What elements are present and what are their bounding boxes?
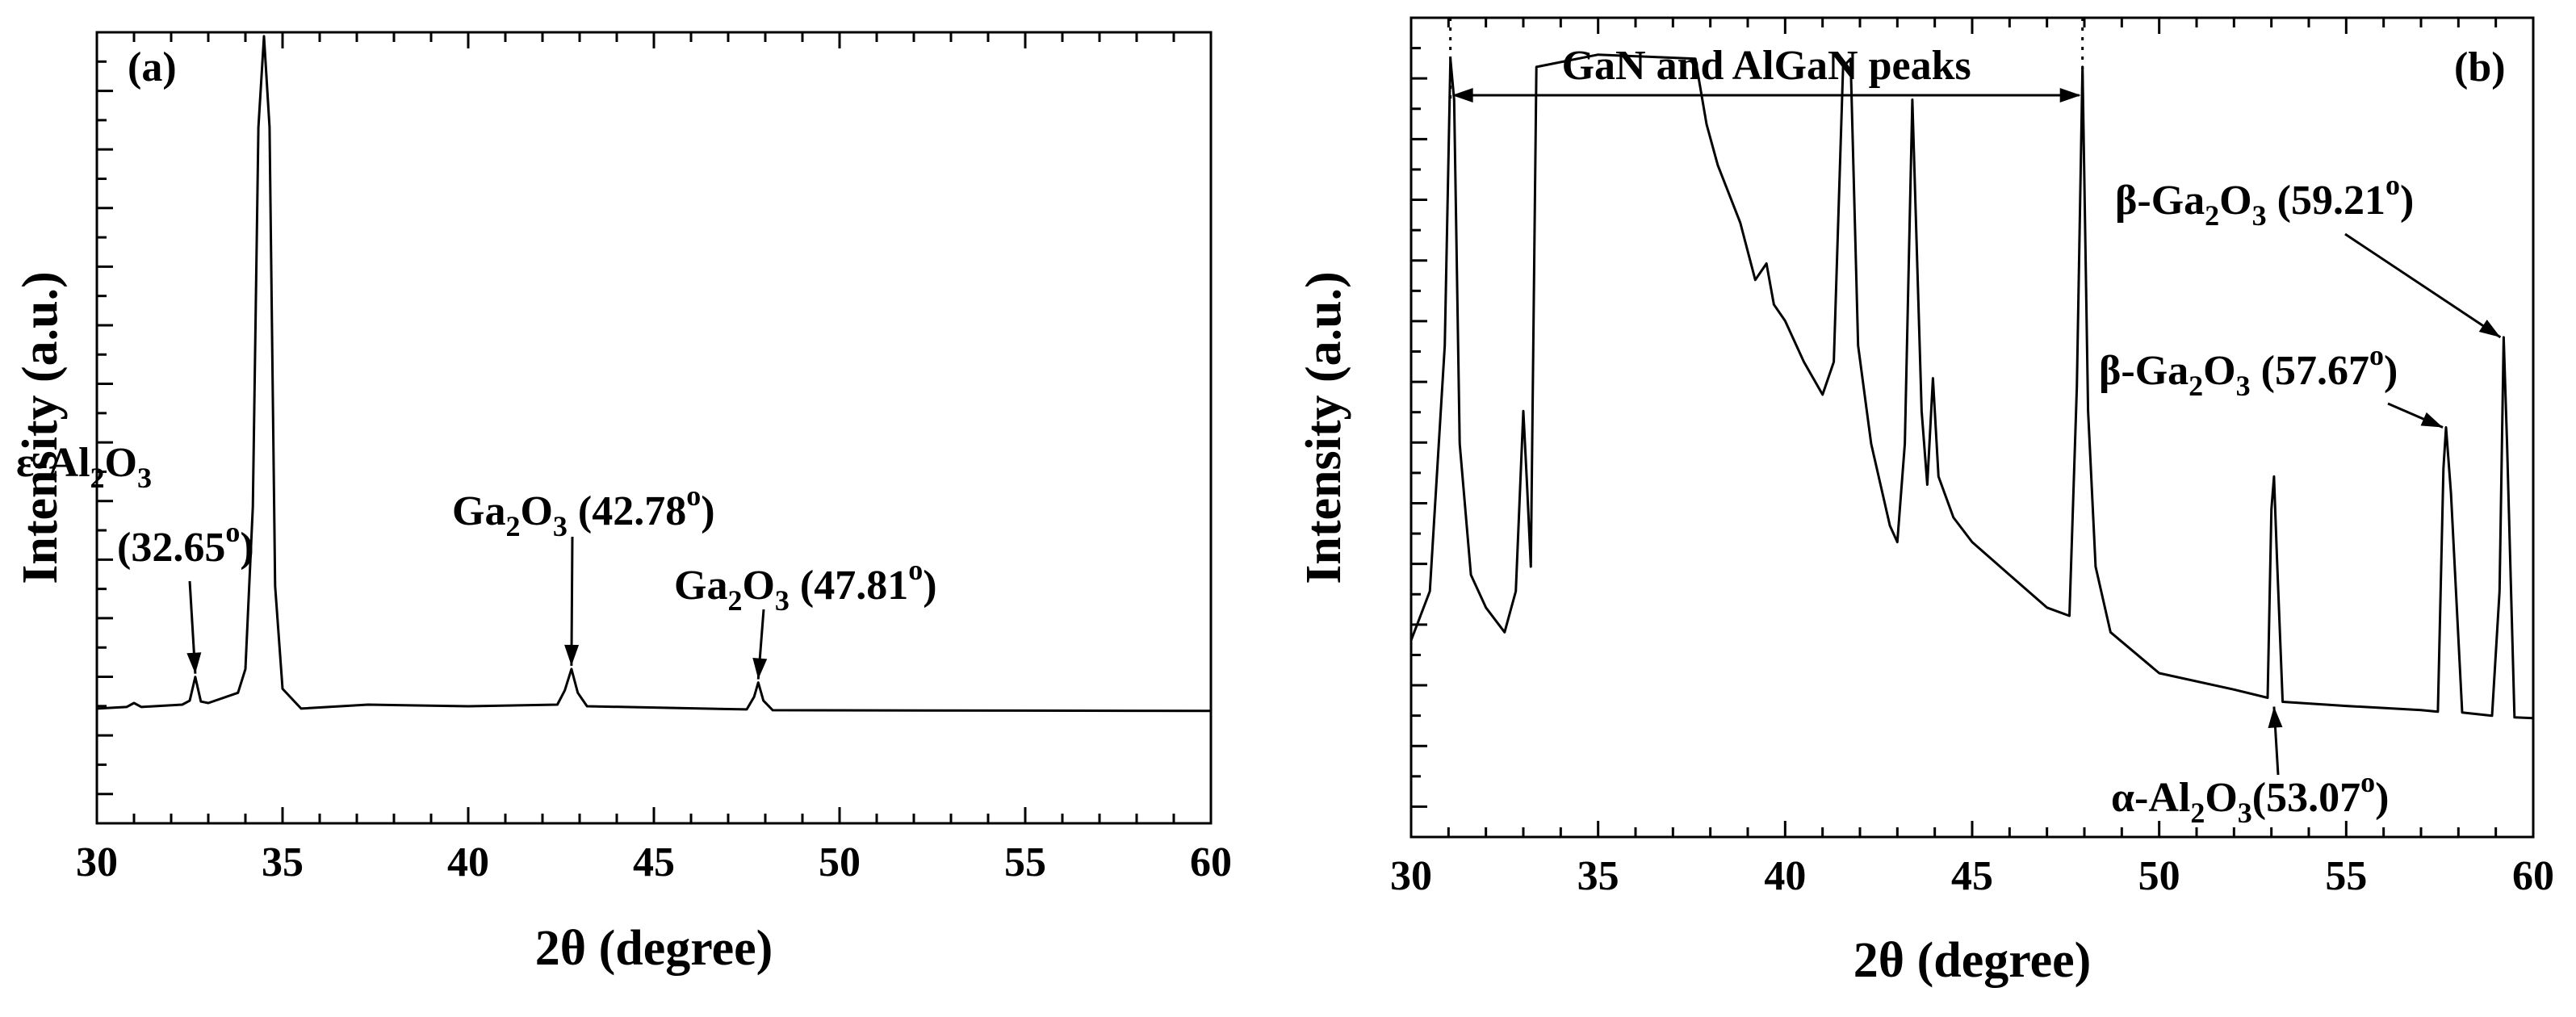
panel-a-xticks	[95, 32, 1213, 823]
panel-a-annotation-eps-al2o3: ε-Al2O3 (32.65o)	[16, 440, 254, 674]
x-tick-label: 30	[76, 839, 118, 885]
panel-b-gan-algan-bracket: GaN and AlGaN peaks	[1449, 18, 2084, 103]
x-tick-label: 45	[633, 839, 675, 885]
x-tick-label: 45	[1951, 853, 1993, 899]
panel-b-annotation-alpha-al2o3-5307: α-Al2O3(53.07o)	[2111, 706, 2389, 829]
panel-a-label: (a)	[128, 44, 177, 90]
annotation-text: Ga2O3 (47.81o)	[674, 554, 937, 617]
panel-a: 30 35 40 45 50 55 60 (a) 2θ (degree) Intensity…	[13, 31, 1232, 976]
annotation-text: Ga2O3 (42.78o)	[452, 479, 715, 542]
annotation-arrowhead	[186, 652, 202, 674]
panel-a-plot-frame	[95, 31, 1213, 825]
panel-b-label: (b)	[2454, 44, 2506, 90]
annotation-arrowhead	[2268, 706, 2283, 729]
x-tick-label: 40	[447, 839, 489, 885]
panel-b-plot-frame	[1409, 16, 2535, 839]
panel-a-annotation-ga2o3-4278: Ga2O3 (42.78o)	[452, 479, 715, 666]
x-tick-label: 40	[1764, 853, 1806, 899]
panel-a-xrd-curve	[96, 35, 1212, 713]
panel-b-annotation-beta-ga2o3-5921: β-Ga2O3 (59.21o)	[2115, 169, 2502, 339]
x-tick-label: 60	[2512, 853, 2554, 899]
panel-b: 30 35 40 45 50 55 60 (b) 2θ (degree) Intensity…	[1296, 16, 2554, 988]
annotation-arrowhead	[2420, 412, 2444, 428]
annotation-arrowhead	[752, 657, 768, 680]
panel-a-yticks	[97, 60, 113, 796]
x-tick-label: 35	[262, 839, 304, 885]
x-tick-label: 55	[1004, 839, 1046, 885]
panel-b-yticks	[1411, 47, 1427, 808]
bracket-arrowhead-left	[1451, 88, 1473, 103]
panel-a-y-axis-label: Intensity (a.u.)	[13, 271, 68, 584]
annotation-text-line1: ε-Al2O3	[16, 440, 152, 494]
panel-b-x-axis-label: 2θ (degree)	[1853, 933, 2092, 988]
annotation-arrowhead	[2478, 319, 2501, 337]
panel-b-annotation-beta-ga2o3-5767: β-Ga2O3 (57.67o)	[2099, 339, 2444, 429]
panel-b-xticks	[1409, 18, 2535, 837]
panel-b-y-axis-label: Intensity (a.u.)	[1296, 271, 1351, 584]
panel-b-x-tick-labels: 30 35 40 45 50 55 60	[1390, 853, 2554, 899]
annotation-arrowhead	[564, 644, 580, 666]
panel-b-xrd-curve	[1409, 53, 2534, 720]
annotation-arrow	[2344, 232, 2502, 339]
x-tick-label: 50	[819, 839, 861, 885]
x-tick-label: 35	[1577, 853, 1619, 899]
x-tick-label: 60	[1190, 839, 1232, 885]
x-tick-label: 50	[2138, 853, 2180, 899]
panel-a-x-axis-label: 2θ (degree)	[535, 921, 773, 976]
annotation-text: β-Ga2O3 (59.21o)	[2115, 169, 2414, 232]
annotation-text: α-Al2O3(53.07o)	[2111, 766, 2389, 829]
panel-a-annotation-ga2o3-4781: Ga2O3 (47.81o)	[674, 554, 937, 680]
x-tick-label: 55	[2325, 853, 2367, 899]
annotation-text-line2: (32.65o)	[117, 516, 254, 571]
bracket-label: GaN and AlGaN peaks	[1562, 43, 1971, 89]
panel-a-x-tick-labels: 30 35 40 45 50 55 60	[76, 839, 1232, 885]
bracket-arrowhead-right	[2059, 88, 2081, 103]
x-tick-label: 30	[1390, 853, 1432, 899]
annotation-text: β-Ga2O3 (57.67o)	[2099, 339, 2398, 402]
